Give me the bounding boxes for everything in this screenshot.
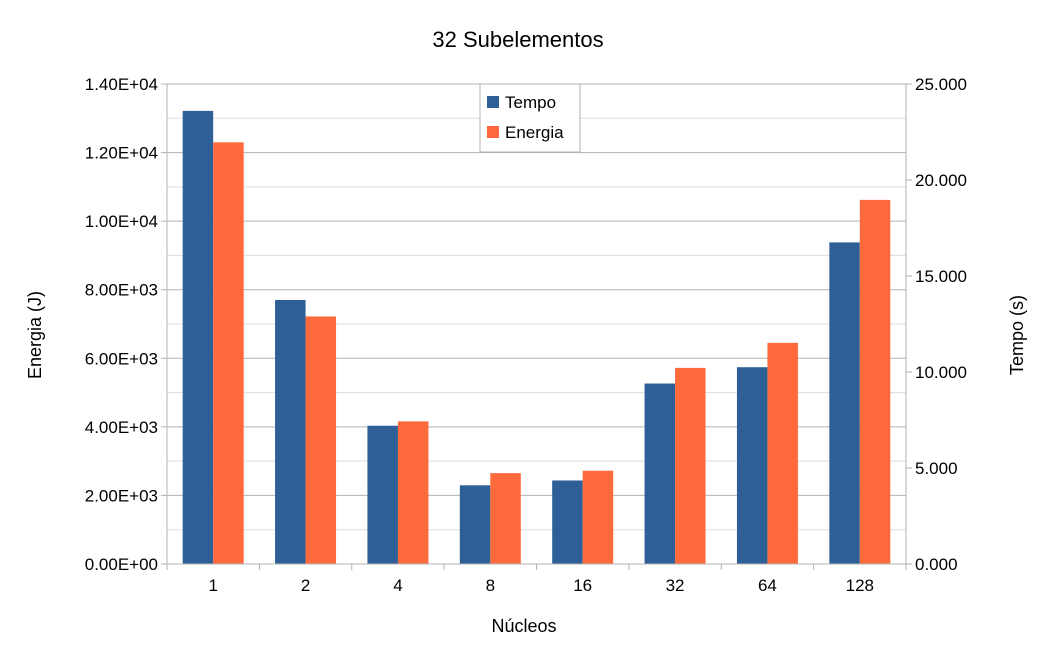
y-right-tick-label: 15.000	[915, 267, 967, 286]
x-tick-label: 4	[393, 576, 402, 595]
x-tick-label: 1	[208, 576, 217, 595]
bar-energia-8	[490, 473, 521, 564]
x-tick-label: 2	[301, 576, 310, 595]
bar-tempo-1	[182, 110, 214, 564]
y-left-tick-label: 2.00E+03	[85, 486, 158, 505]
legend-swatch-tempo	[487, 96, 499, 108]
legend-swatch-energia	[487, 126, 499, 138]
bar-energia-2	[305, 316, 337, 564]
bar-tempo-128	[829, 242, 860, 564]
bar-energia-4	[397, 421, 429, 564]
x-axis-title: Núcleos	[491, 616, 556, 636]
y-left-tick-label: 1.40E+04	[85, 75, 158, 94]
bar-tempo-4	[367, 425, 398, 564]
y-right-tick-label: 20.000	[915, 171, 967, 190]
bar-tempo-16	[552, 480, 583, 564]
bar-energia-64	[767, 342, 798, 564]
y-left-tick-label: 1.00E+04	[85, 212, 158, 231]
y-right-tick-label: 5.000	[915, 459, 958, 478]
axes: 0.00E+00 2.00E+03 4.00E+03 6.00E+03 8.00E+03…	[85, 75, 967, 595]
bar-energia-16	[582, 470, 614, 564]
y-left-tick-label: 4.00E+03	[85, 418, 158, 437]
y-left-tick-label: 8.00E+03	[85, 281, 158, 300]
x-tick-label: 64	[758, 576, 777, 595]
y-right-tick-label: 0.000	[915, 555, 958, 574]
bar-tempo-64	[736, 367, 768, 564]
bar-tempo-8	[459, 485, 491, 564]
chart-title: 32 Subelementos	[432, 27, 603, 52]
x-tick-label: 16	[573, 576, 592, 595]
bar-energia-1	[213, 142, 244, 565]
bar-energia-128	[859, 199, 891, 564]
bar-tempo-2	[275, 300, 306, 564]
y-left-tick-label: 0.00E+00	[85, 555, 158, 574]
y-right-tick-label: 25.000	[915, 75, 967, 94]
legend: Tempo Energia	[479, 83, 581, 153]
legend-label-energia: Energia	[505, 123, 564, 142]
bars	[182, 110, 891, 565]
x-tick-label: 32	[666, 576, 685, 595]
y-left-tick-label: 6.00E+03	[85, 349, 158, 368]
y-right-tick-label: 10.000	[915, 363, 967, 382]
bar-energia-32	[675, 367, 706, 564]
y-left-tick-label: 1.20E+04	[85, 144, 158, 163]
legend-label-tempo: Tempo	[505, 93, 556, 112]
y-axis-left-title: Energia (J)	[25, 291, 45, 379]
x-tick-label: 128	[846, 576, 874, 595]
x-tick-label: 8	[486, 576, 495, 595]
legend-box	[479, 83, 581, 153]
y-axis-right-title: Tempo (s)	[1007, 295, 1027, 375]
bar-tempo-32	[644, 383, 676, 564]
